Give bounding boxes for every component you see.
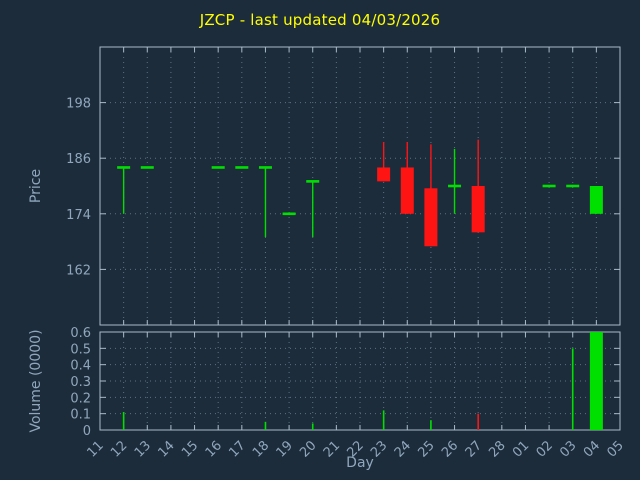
candle-body [471, 186, 485, 233]
price-axis-label: Price [28, 168, 44, 204]
chart-title: JZCP - last updated 04/03/2026 [199, 11, 441, 29]
day-axis-label: Day [346, 455, 374, 471]
volume-bar [589, 332, 603, 430]
candle-body [424, 188, 438, 247]
volume-axis-label: Volume (0000) [28, 329, 44, 433]
price-tick-label: 198 [66, 97, 91, 112]
volume-tick-label: 0.6 [70, 326, 91, 341]
volume-tick-label: 0.3 [70, 375, 91, 390]
price-tick-label: 174 [66, 208, 91, 223]
volume-tick-label: 0.5 [70, 342, 91, 357]
price-plot-border [99, 46, 621, 326]
price-tick-label: 162 [66, 263, 91, 278]
volume-tick-label: 0.1 [70, 408, 91, 423]
price-tick-label: 186 [66, 152, 91, 167]
candle-body [400, 167, 414, 214]
volume-tick-label: 0 [83, 424, 91, 439]
volume-tick-label: 0.4 [70, 359, 91, 374]
candle-body [589, 186, 603, 214]
volume-tick-label: 0.2 [70, 391, 91, 406]
candle-body [377, 167, 391, 182]
